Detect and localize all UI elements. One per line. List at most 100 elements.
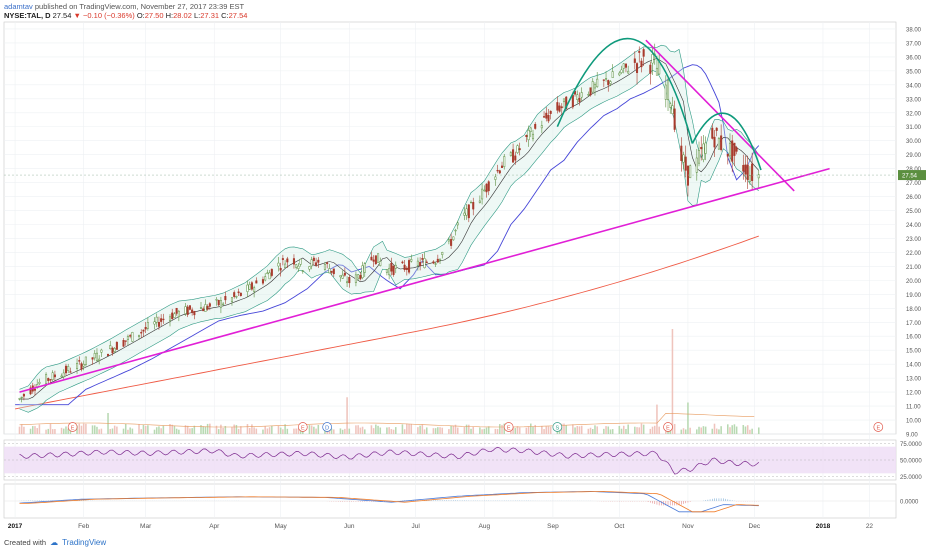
volume-bar bbox=[31, 426, 34, 434]
price-tick-label: 29.00 bbox=[906, 153, 922, 159]
volume-bar bbox=[231, 427, 233, 434]
candle-body bbox=[478, 200, 481, 203]
volume-bar bbox=[18, 426, 21, 434]
candle-body bbox=[439, 258, 442, 261]
candle-body bbox=[434, 263, 437, 265]
candle-body bbox=[341, 274, 344, 279]
price-tick-label: 11.00 bbox=[906, 405, 921, 411]
time-tick-label: Nov bbox=[682, 523, 694, 530]
volume-bar bbox=[572, 424, 574, 434]
candle-body bbox=[682, 154, 685, 163]
volume-bar bbox=[246, 424, 249, 434]
event-marker bbox=[67, 422, 78, 432]
volume-bar bbox=[496, 429, 499, 434]
volume-bar bbox=[733, 424, 736, 434]
event-marker-label: E bbox=[71, 425, 75, 431]
price-tick-label: 18.00 bbox=[906, 307, 922, 313]
volume-bar bbox=[512, 427, 514, 434]
volume-bar bbox=[200, 425, 202, 434]
candle-body bbox=[516, 145, 519, 153]
rsi-tick-label: 50.0000 bbox=[900, 459, 922, 465]
candle-body bbox=[658, 61, 661, 75]
candle-body bbox=[394, 264, 397, 269]
time-tick-label: Aug bbox=[479, 523, 491, 530]
volume-bar bbox=[525, 427, 528, 434]
volume-bar bbox=[233, 424, 235, 434]
candle-body bbox=[481, 188, 484, 200]
volume-bar bbox=[268, 427, 271, 434]
volume-bar bbox=[209, 423, 211, 434]
volume-bar bbox=[262, 429, 264, 434]
volume-bar bbox=[410, 423, 413, 434]
volume-bar bbox=[634, 426, 636, 434]
volume-bar bbox=[696, 429, 698, 434]
volume-bar bbox=[607, 426, 610, 434]
candle-body bbox=[416, 260, 419, 266]
author-name[interactable]: adamtav bbox=[4, 2, 33, 11]
high-label: H: bbox=[165, 11, 174, 20]
candle-body bbox=[155, 316, 158, 323]
price-tick-label: 23.00 bbox=[906, 237, 922, 243]
volume-bar bbox=[609, 429, 612, 434]
volume-bar bbox=[193, 425, 196, 434]
volume-bar bbox=[729, 427, 731, 434]
volume-bar bbox=[594, 425, 596, 434]
candle-body bbox=[45, 374, 48, 384]
price-tick-label: 20.00 bbox=[906, 279, 922, 285]
candle-body bbox=[47, 378, 50, 381]
volume-bar bbox=[277, 425, 280, 434]
candle-body bbox=[142, 329, 145, 332]
tradingview-brand[interactable]: TradingView bbox=[62, 538, 107, 547]
candle-body bbox=[576, 94, 579, 100]
symbol-label[interactable]: NYSE:TAL, D bbox=[4, 11, 51, 20]
volume-bar bbox=[408, 423, 410, 434]
candle-body bbox=[246, 284, 249, 292]
candle-body bbox=[264, 276, 267, 281]
candle-body bbox=[607, 80, 610, 86]
volume-bar bbox=[251, 424, 253, 434]
price-tick-label: 37.00 bbox=[906, 41, 922, 47]
volume-bar bbox=[372, 428, 375, 434]
volume-bar bbox=[364, 429, 366, 434]
candle-body bbox=[233, 292, 236, 297]
volume-bar bbox=[379, 427, 382, 434]
candle-body bbox=[485, 183, 488, 193]
candle-body bbox=[372, 259, 375, 262]
volume-bar bbox=[29, 428, 32, 434]
volume-bar bbox=[124, 423, 127, 434]
volume-bar bbox=[62, 428, 65, 434]
price-tick-label: 36.00 bbox=[906, 55, 922, 61]
candle-body bbox=[184, 306, 187, 314]
event-marker bbox=[873, 422, 884, 432]
volume-bar bbox=[49, 423, 52, 434]
volume-bar bbox=[545, 426, 548, 434]
volume-bar bbox=[700, 427, 702, 434]
candle-body bbox=[624, 63, 627, 68]
volume-bar bbox=[355, 425, 357, 434]
candle-body bbox=[695, 157, 698, 173]
time-tick-label: Dec bbox=[749, 523, 761, 530]
volume-bar bbox=[93, 425, 96, 434]
volume-bar bbox=[746, 425, 749, 434]
tradingview-logo-icon: ☁ bbox=[50, 538, 59, 547]
candle-body bbox=[261, 279, 264, 284]
volume-bar bbox=[667, 429, 669, 434]
price-tick-label: 22.00 bbox=[906, 251, 922, 257]
volume-bar bbox=[54, 429, 56, 434]
down-arrow-icon: ▼ bbox=[73, 11, 81, 20]
price-tick-label: 10.00 bbox=[906, 419, 922, 425]
candle-body bbox=[20, 396, 23, 399]
candle-body bbox=[49, 379, 52, 381]
volume-bar bbox=[494, 428, 497, 434]
volume-bar bbox=[297, 428, 300, 434]
candle-body bbox=[547, 115, 550, 122]
volume-bar bbox=[346, 397, 348, 434]
volume-bar bbox=[184, 425, 187, 434]
candle-body bbox=[62, 372, 65, 378]
candle-body bbox=[82, 363, 85, 367]
candle-body bbox=[168, 316, 172, 321]
volume-bar bbox=[47, 428, 50, 434]
candle-body bbox=[578, 97, 581, 103]
time-tick-label: May bbox=[275, 523, 288, 530]
